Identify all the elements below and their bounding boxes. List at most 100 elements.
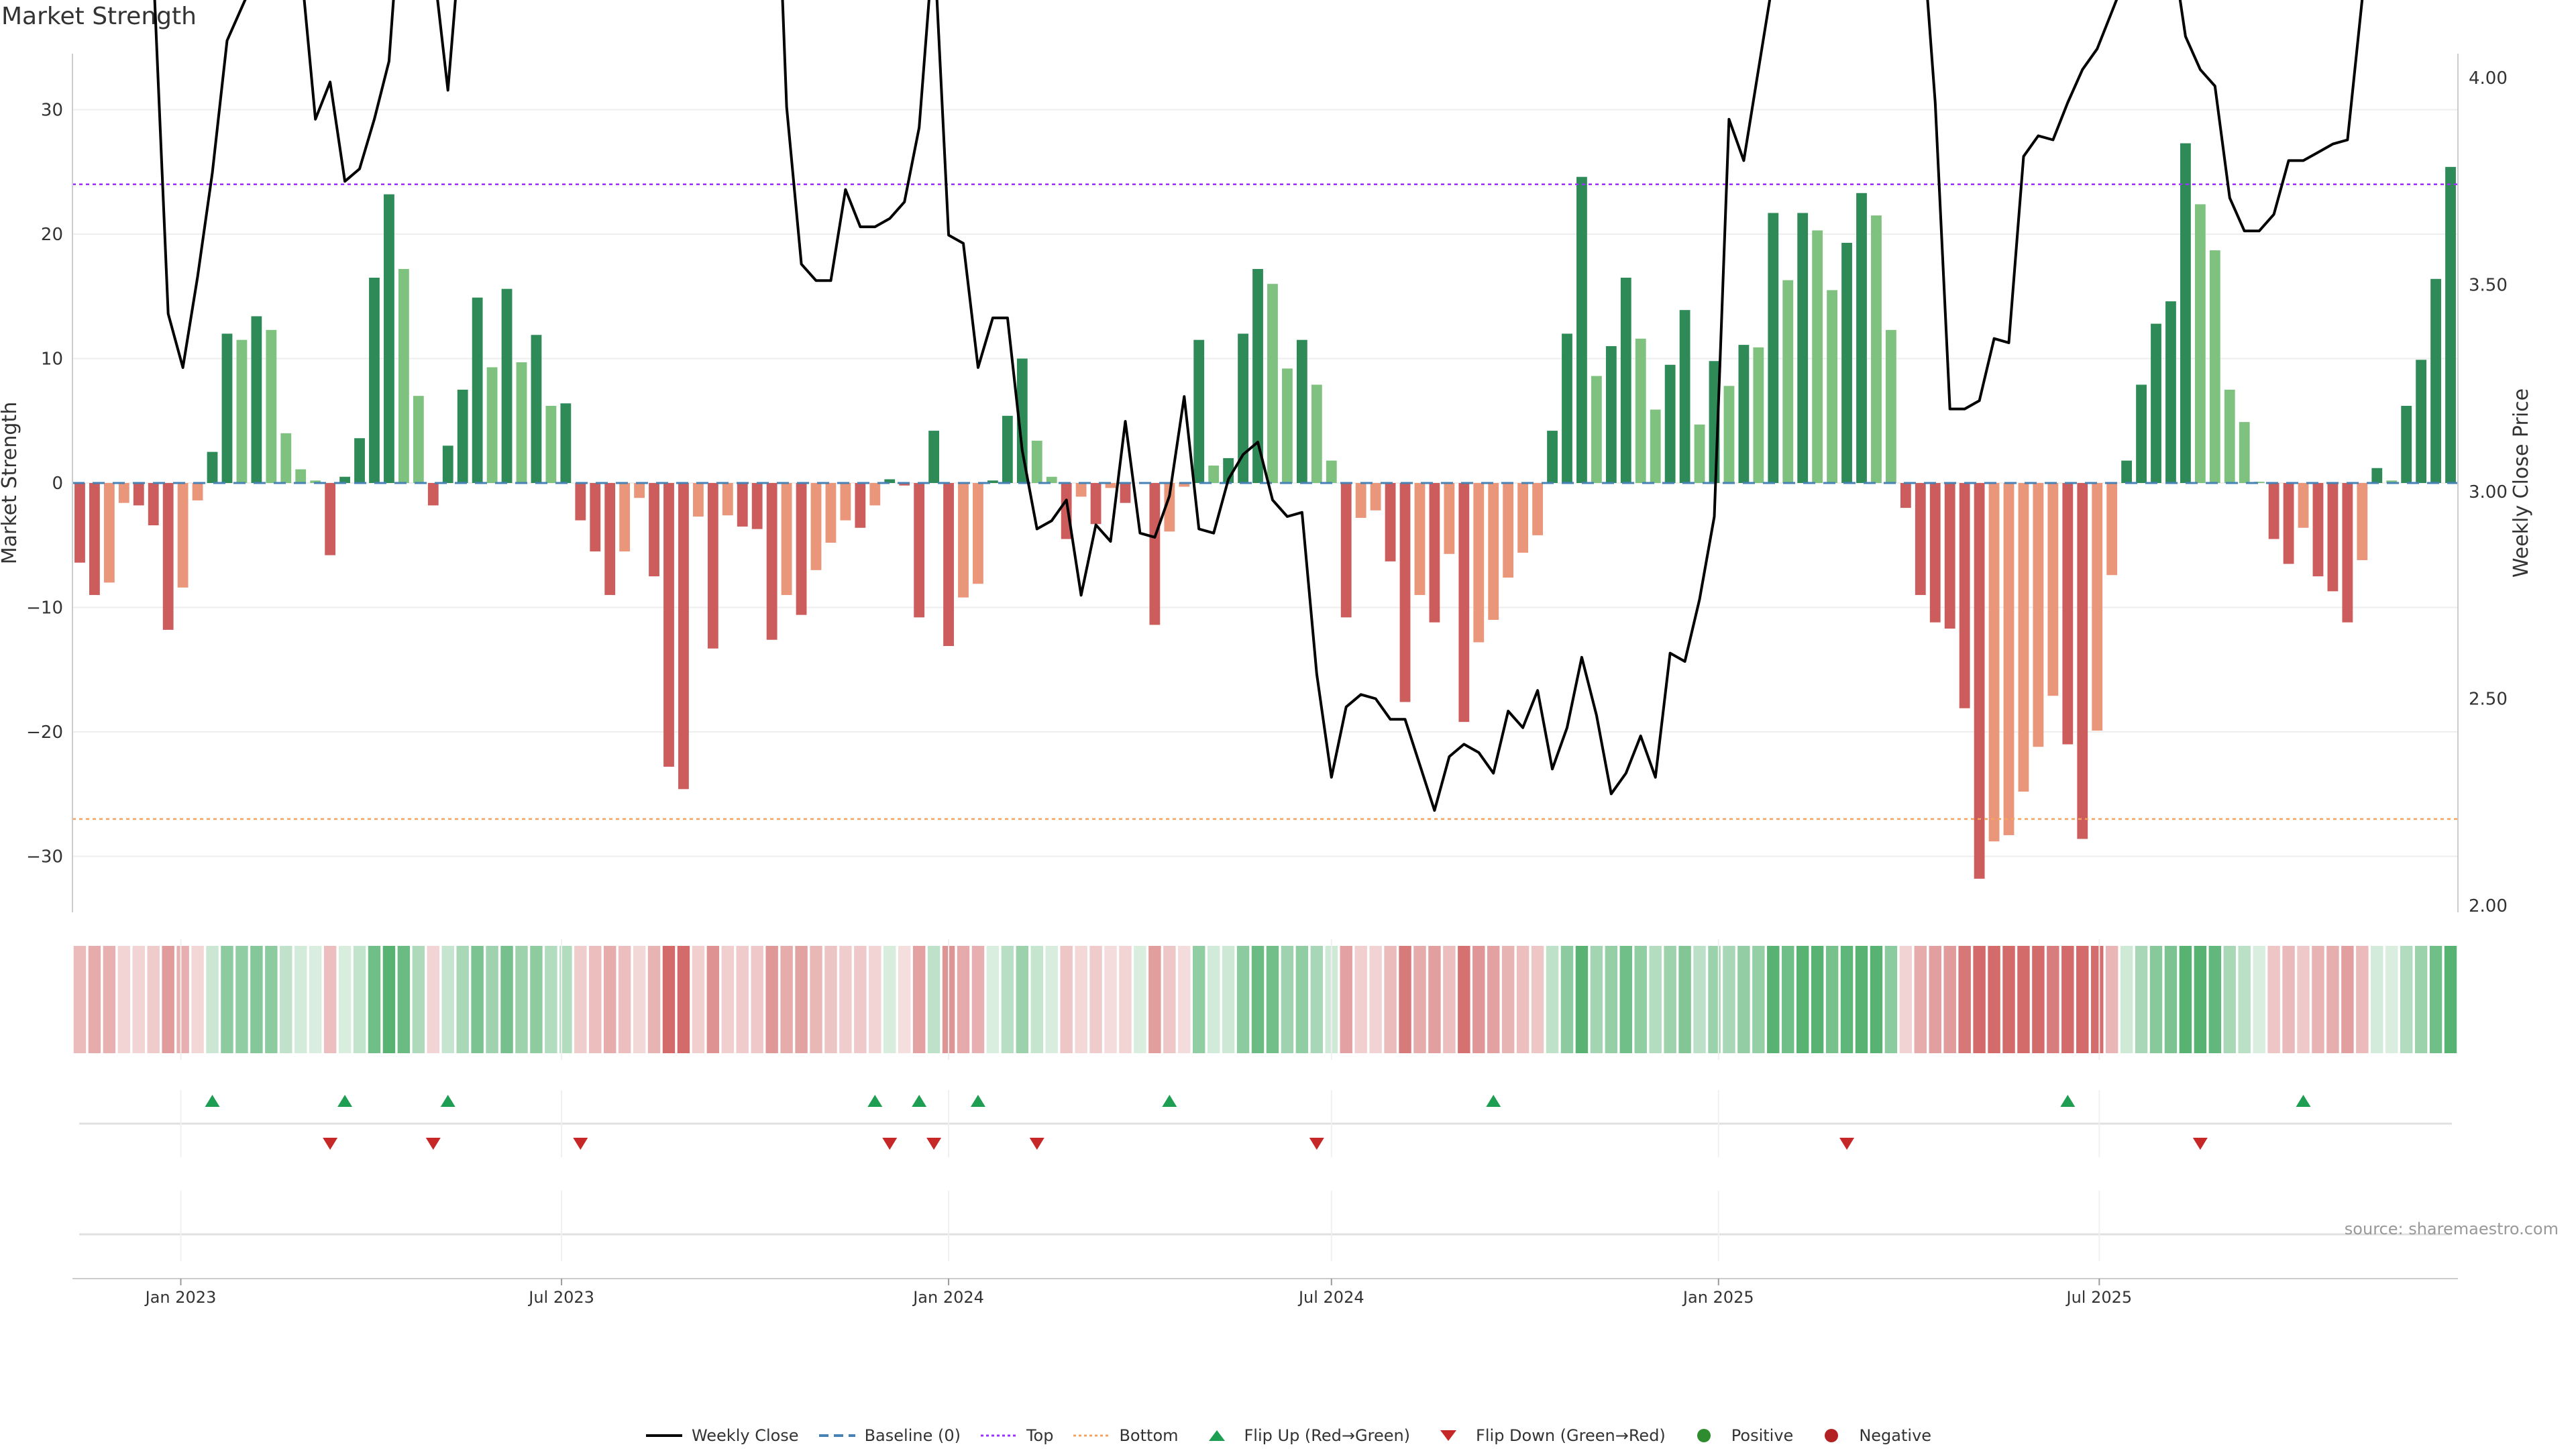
heat-cell: [427, 946, 440, 1053]
strength-bar: [1488, 483, 1499, 621]
strength-bar: [2268, 483, 2279, 539]
top-swatch: [980, 1434, 1017, 1437]
heat-cell: [2090, 946, 2104, 1053]
heat-cell: [2223, 946, 2236, 1053]
heat-cell: [751, 946, 763, 1053]
strength-bar: [1031, 440, 1042, 483]
heat-cell: [1163, 946, 1176, 1053]
heat-cell: [2061, 946, 2074, 1053]
strength-bar: [575, 483, 586, 521]
legend-label: Bottom: [1119, 1426, 1179, 1445]
flip-up-marker: [1162, 1095, 1177, 1107]
heat-cell: [2105, 946, 2118, 1053]
flip-up-marker: [912, 1095, 927, 1107]
heat-cell: [1148, 946, 1161, 1053]
flip-up-marker: [205, 1095, 220, 1107]
strength-bar: [1252, 268, 1263, 483]
strength-bar: [1296, 339, 1307, 483]
bottom-panel: Jan 2023 Jul 2023 Jan 2024 Jul 2024 Jan 2025…: [72, 939, 2458, 1307]
flip-down-marker: [2192, 1138, 2208, 1150]
strength-bar: [133, 483, 144, 506]
heat-cell: [1825, 946, 1839, 1053]
strength-bar: [2342, 483, 2353, 623]
strength-bar: [1812, 230, 1823, 483]
strength-bar: [1517, 483, 1529, 553]
heat-cell: [2341, 946, 2354, 1053]
heat-cell: [1767, 946, 1780, 1053]
heat-cell: [323, 946, 337, 1053]
strength-bar: [987, 480, 998, 483]
flip-up-marker: [2296, 1095, 2311, 1107]
heat-cell: [1281, 946, 1294, 1053]
heat-cell: [530, 946, 543, 1053]
strength-bar: [884, 479, 896, 483]
heat-cell: [1752, 946, 1765, 1053]
strength-bar: [1664, 364, 1676, 483]
heat-cell: [898, 946, 911, 1053]
legend-label: Flip Down (Green→Red): [1476, 1426, 1666, 1445]
heat-cell: [1708, 946, 1721, 1053]
legend-item-positive: Positive: [1684, 1426, 1793, 1445]
legend-label: Baseline (0): [864, 1426, 961, 1445]
heat-cell: [1207, 946, 1220, 1053]
heat-cell: [162, 946, 174, 1053]
heat-cell: [1782, 946, 1794, 1053]
heat-cell: [1030, 946, 1043, 1053]
heat-cell: [280, 946, 292, 1053]
y-tick-label: 30: [41, 101, 63, 121]
baseline-swatch: [818, 1434, 855, 1437]
heat-cell: [147, 946, 160, 1053]
strength-bar: [457, 389, 468, 483]
strength-bar: [1532, 483, 1543, 535]
strength-bar: [2194, 204, 2206, 483]
strength-bar: [1929, 483, 1941, 623]
strength-bar: [531, 335, 542, 483]
heat-cell: [795, 946, 808, 1053]
strength-bar: [1694, 424, 1705, 483]
heat-cell: [883, 946, 896, 1053]
gridlines: [72, 109, 2458, 857]
strength-bar: [604, 483, 616, 595]
heat-cell: [1045, 946, 1058, 1053]
heat-cell: [265, 946, 278, 1053]
heat-cell: [633, 946, 646, 1053]
heat-cell: [677, 946, 690, 1053]
heat-cell: [1501, 946, 1515, 1053]
heat-cell: [912, 946, 926, 1053]
source-note: source: sharemaestro.com: [2344, 1220, 2559, 1238]
strength-bar: [751, 483, 763, 529]
strength-bar: [1105, 483, 1116, 488]
heat-cell: [1811, 946, 1824, 1053]
x-tick-label: Jan 2023: [144, 1288, 217, 1307]
heat-cell: [559, 946, 572, 1053]
strength-bar: [118, 483, 129, 503]
strength-bar: [472, 297, 483, 483]
strength-bar: [1282, 368, 1293, 483]
strength-bar: [810, 483, 822, 570]
heat-cell: [1899, 946, 1913, 1053]
strength-bar: [1311, 384, 1322, 483]
strength-bar: [928, 431, 940, 483]
heat-cell: [191, 946, 204, 1053]
heat-cell: [2312, 946, 2324, 1053]
strength-bar: [177, 483, 189, 588]
strength-bar: [413, 396, 424, 483]
y-tick-label: −10: [26, 598, 63, 619]
legend-label: Flip Up (Red→Green): [1244, 1426, 1411, 1445]
heat-cell: [1840, 946, 1854, 1053]
flip-down-marker: [425, 1138, 441, 1150]
strength-bar: [663, 483, 674, 767]
flip-up-swatch: [1208, 1430, 1225, 1441]
strength-bar: [869, 483, 881, 506]
heat-cell: [810, 946, 822, 1053]
strength-bar: [1576, 176, 1587, 483]
strength-bar: [1075, 483, 1087, 497]
strength-bar: [2136, 384, 2147, 483]
strength-bar: [1355, 483, 1366, 518]
heat-cell: [221, 946, 233, 1053]
legend-item-weekly-close: Weekly Close: [645, 1426, 799, 1445]
legend-label: Negative: [1859, 1426, 1932, 1445]
x-tick-label: Jul 2025: [2065, 1288, 2133, 1307]
heat-cell: [412, 946, 425, 1053]
strength-bar: [339, 476, 350, 483]
